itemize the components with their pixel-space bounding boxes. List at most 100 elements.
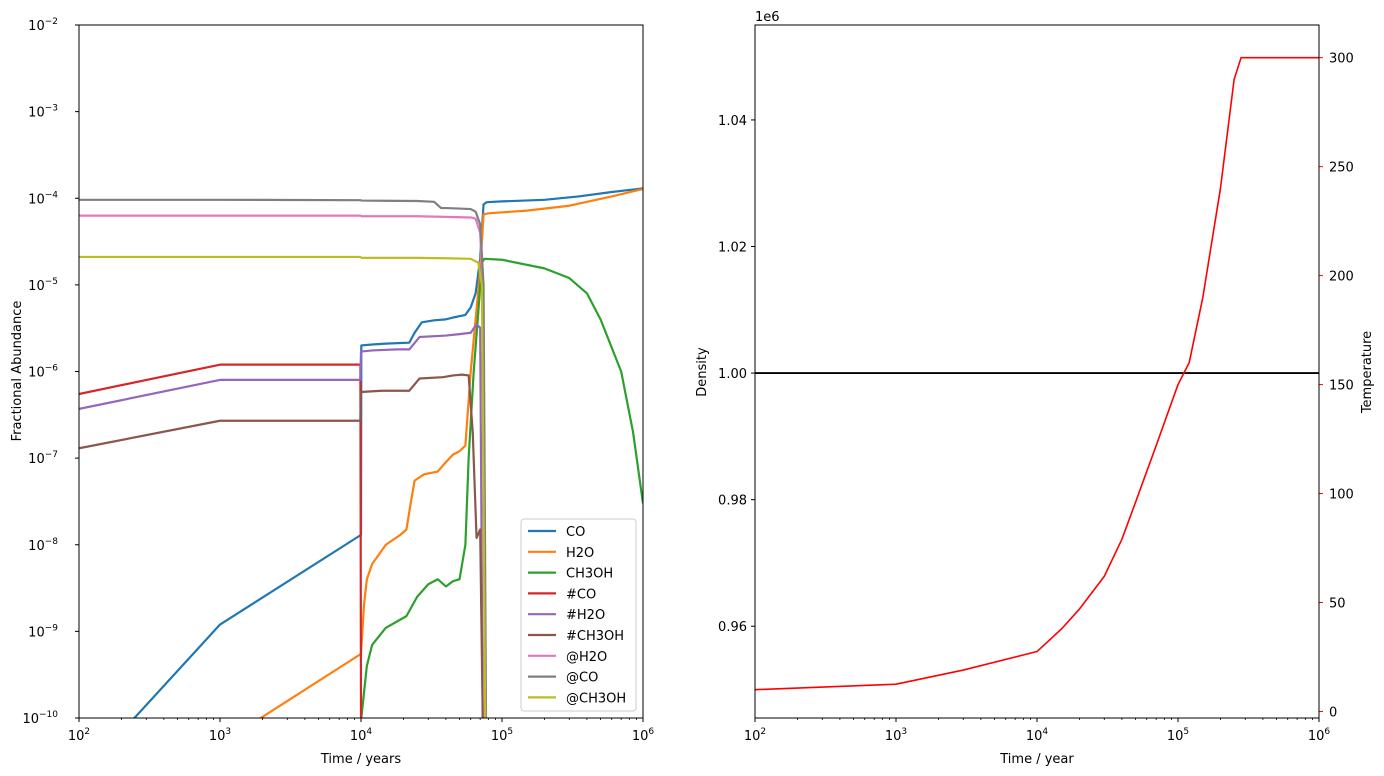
- temperature-tick-label: 0: [1329, 705, 1337, 720]
- density-y-ticks: 0.96 0.98 1.00 1.02 1.04: [718, 114, 755, 635]
- tick-label: 103: [209, 727, 231, 744]
- temperature-tick-label: 200: [1329, 270, 1354, 285]
- density-y-axis-label: Density: [695, 347, 710, 397]
- tick-label: 10−3: [28, 104, 58, 121]
- tick-label-base: 10: [1167, 729, 1184, 744]
- temperature-tick-label: 250: [1329, 161, 1354, 176]
- tick-label: 10−7: [28, 450, 58, 467]
- temperature-line: [755, 56, 1319, 691]
- series-line-ch3oh: [79, 373, 484, 718]
- tick-label-exponent: −9: [45, 623, 59, 633]
- tick-label-base: 10: [28, 106, 45, 121]
- series-line-co: [79, 363, 363, 718]
- tick-label-base: 10: [28, 452, 45, 467]
- y-tick-label: 1.04: [718, 114, 747, 129]
- temperature-tick-label: 150: [1329, 379, 1354, 394]
- tick-label-exponent: 3: [901, 727, 907, 737]
- temperature-tick-label: 100: [1329, 488, 1354, 503]
- density-x-ticks: 102 103 104 105 106: [744, 718, 1331, 744]
- density-plot-frame: [754, 24, 1320, 719]
- tick-label-exponent: −2: [45, 17, 58, 27]
- temperature-y-ticks: 0 50 100 150 200 250 300: [1318, 25, 1354, 720]
- tick-label-exponent: −5: [45, 277, 58, 287]
- series-line-h2o: [79, 323, 484, 718]
- tick-label-exponent: 6: [1324, 727, 1330, 737]
- tick-label: 10−6: [28, 364, 58, 381]
- tick-label-exponent: 4: [366, 727, 372, 737]
- tick-label: 105: [1167, 727, 1189, 744]
- legend-label: #CO: [566, 587, 596, 602]
- tick-label: 102: [744, 727, 766, 744]
- legend-item-h2o: @H2O: [528, 650, 607, 665]
- y-tick-label: 0.96: [718, 620, 747, 635]
- abundance-x-axis-label: Time / years: [320, 752, 401, 767]
- tick-label: 106: [632, 727, 655, 744]
- tick-label-base: 10: [28, 539, 45, 554]
- tick-label: 10−9: [28, 623, 58, 640]
- tick-label-base: 10: [632, 729, 649, 744]
- tick-label: 105: [491, 727, 513, 744]
- tick-label-exponent: −3: [45, 104, 58, 114]
- legend-item-co: #CO: [528, 587, 596, 602]
- legend-label: CH3OH: [566, 567, 613, 582]
- abundance-series-group: [79, 187, 643, 718]
- tick-label-exponent: 2: [760, 727, 766, 737]
- tick-label-exponent: 2: [84, 727, 90, 737]
- density-plot-area: [755, 25, 1319, 718]
- tick-label-exponent: −10: [39, 710, 58, 720]
- tick-label-exponent: 5: [507, 727, 513, 737]
- tick-label: 102: [68, 727, 90, 744]
- tick-label-base: 10: [28, 366, 45, 381]
- legend-label: #H2O: [566, 608, 605, 623]
- series-line-co: [79, 198, 488, 718]
- legend-item-ch3oh: @CH3OH: [528, 691, 626, 706]
- density-temperature-series-group: [755, 56, 1319, 691]
- tick-label-base: 10: [1308, 729, 1325, 744]
- abundance-plot-frame: [78, 24, 644, 719]
- tick-label-base: 10: [28, 279, 45, 294]
- series-line-co: [132, 187, 643, 718]
- tick-label-base: 10: [491, 729, 508, 744]
- tick-label: 104: [350, 727, 373, 744]
- tick-label-base: 10: [28, 625, 45, 640]
- tick-label-base: 10: [28, 192, 45, 207]
- tick-label: 10−8: [28, 537, 58, 554]
- abundance-legend: CO H2O CH3OH #CO #H2O #CH3OH @H2O @CO @CH3OH: [520, 518, 637, 712]
- tick-label: 10−4: [28, 190, 58, 207]
- tick-label-base: 10: [1026, 729, 1043, 744]
- legend-label: @H2O: [566, 650, 607, 665]
- tick-label-base: 10: [744, 729, 761, 744]
- series-line-h2o: [258, 187, 643, 718]
- temperature-tick-label: 50: [1329, 597, 1346, 612]
- tick-label-base: 10: [209, 729, 226, 744]
- density-temperature-chart: 102 103 104 105 106 0.960.981.001.021.04 050…: [695, 10, 1375, 767]
- tick-label: 103: [885, 727, 907, 744]
- tick-label: 104: [1026, 727, 1049, 744]
- density-offset-text: 1e6: [755, 10, 780, 25]
- abundance-chart: 102 103 104 105 106 10−1010−910−810−710−610−…: [10, 17, 655, 767]
- legend-label: H2O: [566, 546, 594, 561]
- tick-label-exponent: 5: [1183, 727, 1189, 737]
- y-tick-label: 1.00: [718, 367, 747, 382]
- legend-label: #CH3OH: [566, 629, 624, 644]
- density-x-axis-label: Time / year: [999, 752, 1074, 767]
- tick-label-exponent: −4: [45, 190, 59, 200]
- series-line-ch3oh: [360, 257, 643, 718]
- tick-label: 106: [1308, 727, 1331, 744]
- legend-item-ch3oh: #CH3OH: [528, 629, 624, 644]
- y-tick-label: 0.98: [718, 494, 747, 509]
- tick-label-base: 10: [22, 712, 39, 727]
- tick-label-exponent: 3: [225, 727, 231, 737]
- temperature-y-axis-label: Temperature: [1360, 331, 1375, 414]
- tick-label-exponent: −7: [45, 450, 58, 460]
- tick-label: 10−2: [28, 17, 58, 34]
- legend-label: @CH3OH: [566, 691, 626, 706]
- tick-label: 10−5: [28, 277, 58, 294]
- tick-label-base: 10: [350, 729, 367, 744]
- temperature-tick-label: 300: [1329, 52, 1354, 67]
- legend-item-co: CO: [528, 525, 585, 540]
- series-line-ch3oh: [79, 255, 487, 718]
- tick-label: 10−10: [22, 710, 58, 727]
